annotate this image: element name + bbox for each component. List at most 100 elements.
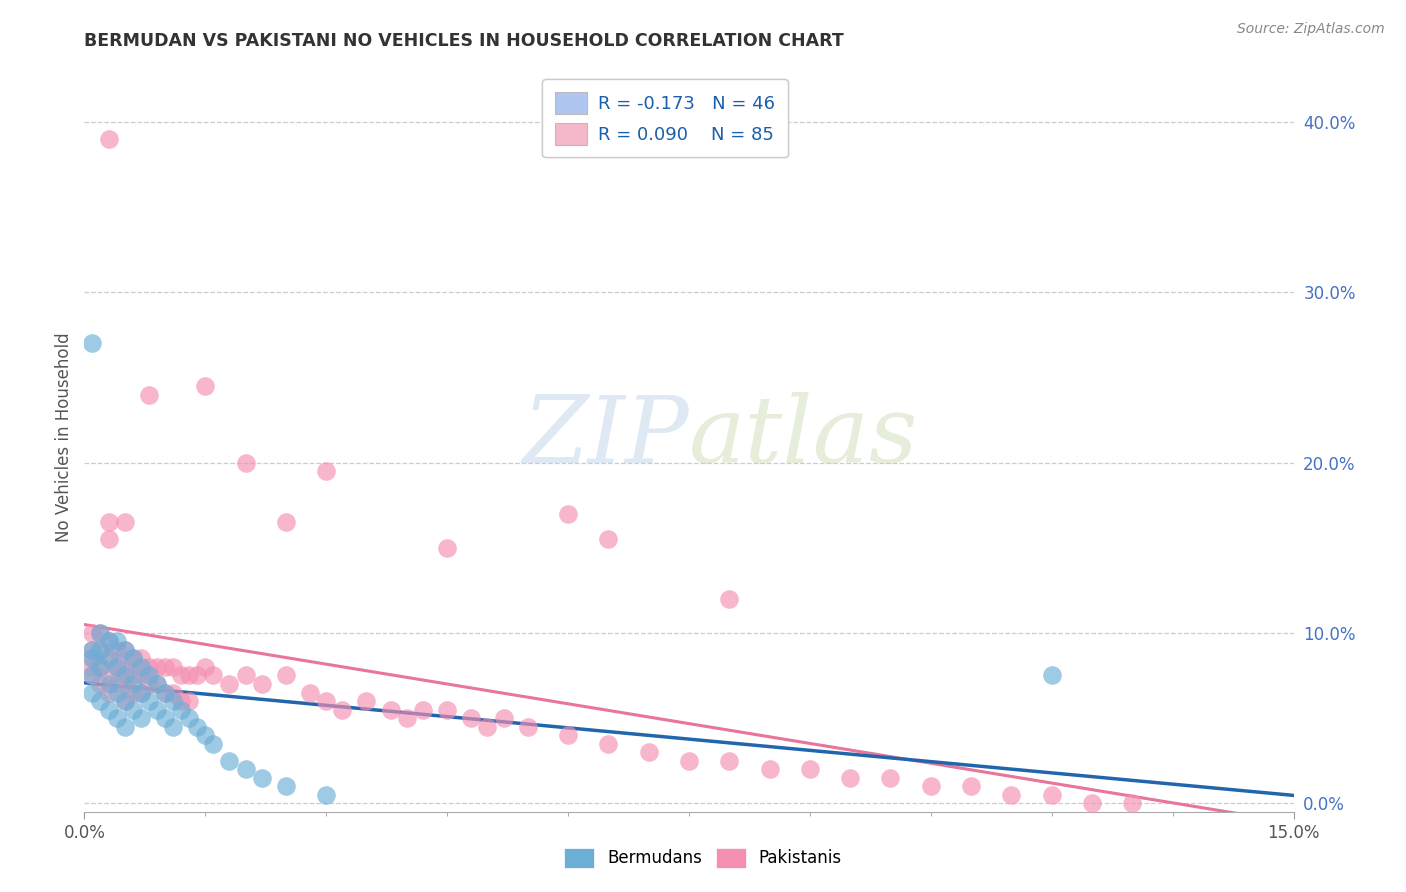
Pakistanis: [138, 677, 160, 691]
Pakistanis: [82, 643, 104, 657]
Pakistanis: [97, 668, 120, 682]
Pakistanis: [82, 651, 104, 665]
Pakistanis: [235, 668, 257, 682]
Pakistanis: [436, 702, 458, 716]
Pakistanis: [637, 745, 659, 759]
Pakistanis: [218, 677, 240, 691]
Bermudans: [114, 694, 136, 708]
Bermudans: [105, 711, 128, 725]
Pakistanis: [356, 694, 378, 708]
Pakistanis: [516, 720, 538, 734]
Pakistanis: [598, 737, 620, 751]
Pakistanis: [1121, 796, 1143, 810]
Legend: R = -0.173   N = 46, R = 0.090    N = 85: R = -0.173 N = 46, R = 0.090 N = 85: [541, 79, 787, 157]
Pakistanis: [89, 643, 111, 657]
Pakistanis: [879, 771, 901, 785]
Pakistanis: [194, 660, 217, 674]
Pakistanis: [162, 685, 184, 699]
Bermudans: [146, 702, 169, 716]
Pakistanis: [105, 643, 128, 657]
Bermudans: [274, 779, 297, 793]
Bermudans: [138, 694, 160, 708]
Pakistanis: [412, 702, 434, 716]
Bermudans: [89, 660, 111, 674]
Pakistanis: [186, 668, 208, 682]
Bermudans: [82, 668, 104, 682]
Pakistanis: [82, 626, 104, 640]
Pakistanis: [89, 626, 111, 640]
Bermudans: [105, 660, 128, 674]
Bermudans: [129, 685, 152, 699]
Pakistanis: [1040, 788, 1063, 802]
Bermudans: [129, 660, 152, 674]
Pakistanis: [153, 660, 176, 674]
Pakistanis: [315, 464, 337, 478]
Pakistanis: [170, 694, 193, 708]
Pakistanis: [97, 651, 120, 665]
Bermudans: [82, 643, 104, 657]
Bermudans: [235, 762, 257, 776]
Bermudans: [153, 685, 176, 699]
Bermudans: [202, 737, 225, 751]
Bermudans: [97, 651, 120, 665]
Bermudans: [153, 711, 176, 725]
Bermudans: [218, 754, 240, 768]
Pakistanis: [557, 507, 579, 521]
Pakistanis: [170, 668, 193, 682]
Pakistanis: [250, 677, 273, 691]
Pakistanis: [460, 711, 482, 725]
Pakistanis: [920, 779, 942, 793]
Pakistanis: [129, 668, 152, 682]
Pakistanis: [194, 379, 217, 393]
Bermudans: [105, 685, 128, 699]
Bermudans: [97, 634, 120, 648]
Bermudans: [138, 668, 160, 682]
Pakistanis: [799, 762, 821, 776]
Pakistanis: [114, 677, 136, 691]
Pakistanis: [97, 634, 120, 648]
Bermudans: [89, 626, 111, 640]
Pakistanis: [557, 728, 579, 742]
Pakistanis: [758, 762, 780, 776]
Bermudans: [114, 643, 136, 657]
Pakistanis: [839, 771, 862, 785]
Pakistanis: [89, 677, 111, 691]
Bermudans: [121, 677, 143, 691]
Pakistanis: [718, 754, 741, 768]
Pakistanis: [97, 132, 120, 146]
Pakistanis: [202, 668, 225, 682]
Pakistanis: [82, 660, 104, 674]
Bermudans: [114, 668, 136, 682]
Pakistanis: [105, 677, 128, 691]
Pakistanis: [97, 515, 120, 529]
Pakistanis: [380, 702, 402, 716]
Pakistanis: [492, 711, 515, 725]
Bermudans: [194, 728, 217, 742]
Text: BERMUDAN VS PAKISTANI NO VEHICLES IN HOUSEHOLD CORRELATION CHART: BERMUDAN VS PAKISTANI NO VEHICLES IN HOU…: [84, 32, 844, 50]
Pakistanis: [121, 651, 143, 665]
Pakistanis: [129, 651, 152, 665]
Pakistanis: [121, 668, 143, 682]
Pakistanis: [436, 541, 458, 555]
Pakistanis: [162, 660, 184, 674]
Text: Source: ZipAtlas.com: Source: ZipAtlas.com: [1237, 22, 1385, 37]
Bermudans: [146, 677, 169, 691]
Pakistanis: [274, 515, 297, 529]
Pakistanis: [114, 515, 136, 529]
Bermudans: [105, 634, 128, 648]
Bermudans: [97, 702, 120, 716]
Bermudans: [82, 685, 104, 699]
Bermudans: [114, 720, 136, 734]
Pakistanis: [274, 668, 297, 682]
Bermudans: [97, 677, 120, 691]
Bermudans: [186, 720, 208, 734]
Bermudans: [250, 771, 273, 785]
Pakistanis: [114, 694, 136, 708]
Pakistanis: [179, 668, 201, 682]
Bermudans: [82, 336, 104, 351]
Bermudans: [315, 788, 337, 802]
Pakistanis: [1000, 788, 1022, 802]
Legend: Bermudans, Pakistanis: Bermudans, Pakistanis: [557, 841, 849, 875]
Bermudans: [89, 694, 111, 708]
Pakistanis: [114, 660, 136, 674]
